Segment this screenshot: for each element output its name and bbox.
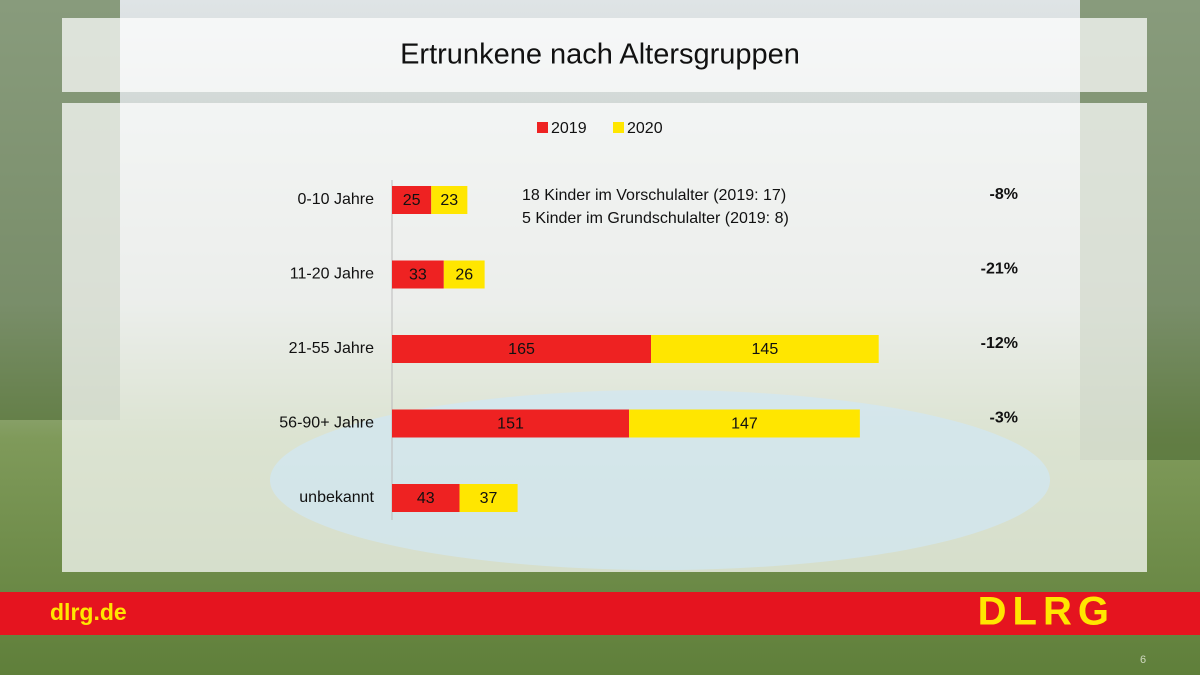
footer-band [0, 592, 1200, 635]
change-label: -8% [990, 186, 1018, 203]
bar-segment [392, 484, 460, 512]
bar-segment [392, 186, 432, 214]
legend-label: 2019 [551, 120, 587, 137]
value-label: 25 [403, 192, 421, 209]
title-panel [62, 18, 1147, 92]
legend-swatch [613, 122, 624, 133]
value-label: 151 [497, 416, 524, 433]
category-label: 21-55 Jahre [289, 340, 374, 357]
bar-segment [392, 409, 630, 438]
value-label: 145 [752, 341, 779, 358]
bar-segment [629, 409, 860, 438]
legend-label: 2020 [627, 120, 663, 137]
value-label: 43 [417, 490, 435, 507]
legend-swatch [537, 122, 548, 133]
bar-segment [443, 260, 485, 289]
change-label: -12% [981, 335, 1018, 352]
bar-segment [431, 186, 468, 214]
value-label: 147 [731, 416, 758, 433]
annotation: 5 Kinder im Grundschulalter (2019: 8) [522, 210, 789, 227]
bar-segment [651, 335, 879, 363]
value-label: 37 [480, 490, 498, 507]
category-label: 56-90+ Jahre [279, 415, 374, 432]
chart-title: Ertrunkene nach Altersgruppen [400, 39, 800, 71]
value-label: 165 [508, 341, 535, 358]
value-label: 33 [409, 267, 427, 284]
category-label: 11-20 Jahre [290, 266, 374, 283]
page-number: 6 [1140, 654, 1146, 666]
bar-segment [392, 335, 652, 363]
change-label: -3% [990, 410, 1018, 427]
bar-segment [459, 484, 518, 512]
value-label: 26 [455, 267, 473, 284]
value-label: 23 [440, 192, 458, 209]
bar-segment [392, 260, 444, 289]
annotation: 18 Kinder im Vorschulalter (2019: 17) [522, 187, 786, 204]
logo: DLRG [978, 590, 1115, 634]
category-label: unbekannt [299, 489, 374, 506]
footer-url: dlrg.de [50, 599, 127, 625]
category-label: 0-10 Jahre [298, 191, 375, 208]
change-label: -21% [981, 261, 1018, 278]
